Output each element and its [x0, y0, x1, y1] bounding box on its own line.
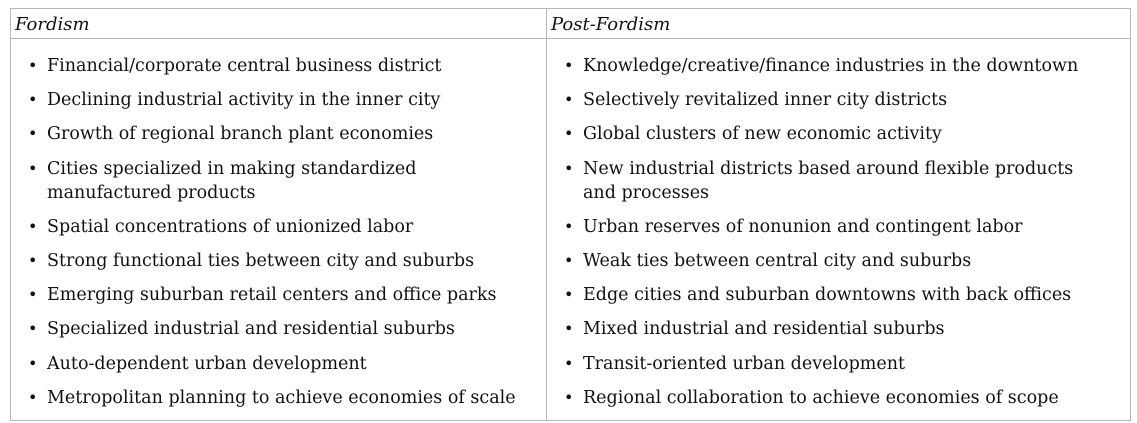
list-item: Weak ties between central city and subur…	[561, 249, 1124, 273]
post-fordism-cell: Knowledge/creative/finance industries in…	[546, 38, 1131, 421]
list-item: Edge cities and suburban downtowns with …	[561, 283, 1124, 307]
list-item: Strong functional ties between city and …	[25, 249, 540, 273]
post-fordism-list: Knowledge/creative/finance industries in…	[561, 54, 1124, 410]
list-item: Emerging suburban retail centers and off…	[25, 283, 540, 307]
list-item: Financial/corporate central business dis…	[25, 54, 540, 78]
header-fordism: Fordism	[10, 8, 547, 39]
list-item: Transit-oriented urban development	[561, 352, 1124, 376]
list-item: Growth of regional branch plant economie…	[25, 122, 540, 146]
list-item: Regional collaboration to achieve econom…	[561, 386, 1124, 410]
list-item: Declining industrial activity in the inn…	[25, 88, 540, 112]
list-item: Global clusters of new economic activity	[561, 122, 1124, 146]
list-item: Selectively revitalized inner city distr…	[561, 88, 1124, 112]
list-item: Mixed industrial and residential suburbs	[561, 317, 1124, 341]
list-item: Specialized industrial and residential s…	[25, 317, 540, 341]
list-item: Auto-dependent urban development	[25, 352, 540, 376]
list-item: Urban reserves of nonunion and contingen…	[561, 215, 1124, 239]
list-item: Cities specialized in making standardize…	[25, 157, 467, 205]
list-item: Knowledge/creative/finance industries in…	[561, 54, 1124, 78]
list-item: New industrial districts based around fl…	[561, 157, 1083, 205]
header-row: Fordism Post-Fordism	[10, 8, 1131, 39]
header-post-fordism: Post-Fordism	[546, 8, 1131, 39]
fordism-comparison-table: Fordism Post-Fordism Financial/corporate…	[10, 8, 1131, 421]
list-item: Spatial concentrations of unionized labo…	[25, 215, 540, 239]
fordism-list: Financial/corporate central business dis…	[25, 54, 540, 410]
content-row: Financial/corporate central business dis…	[10, 38, 1131, 421]
comparison-table-container: Fordism Post-Fordism Financial/corporate…	[10, 8, 1131, 421]
fordism-cell: Financial/corporate central business dis…	[10, 38, 547, 421]
list-item: Metropolitan planning to achieve economi…	[25, 386, 540, 410]
